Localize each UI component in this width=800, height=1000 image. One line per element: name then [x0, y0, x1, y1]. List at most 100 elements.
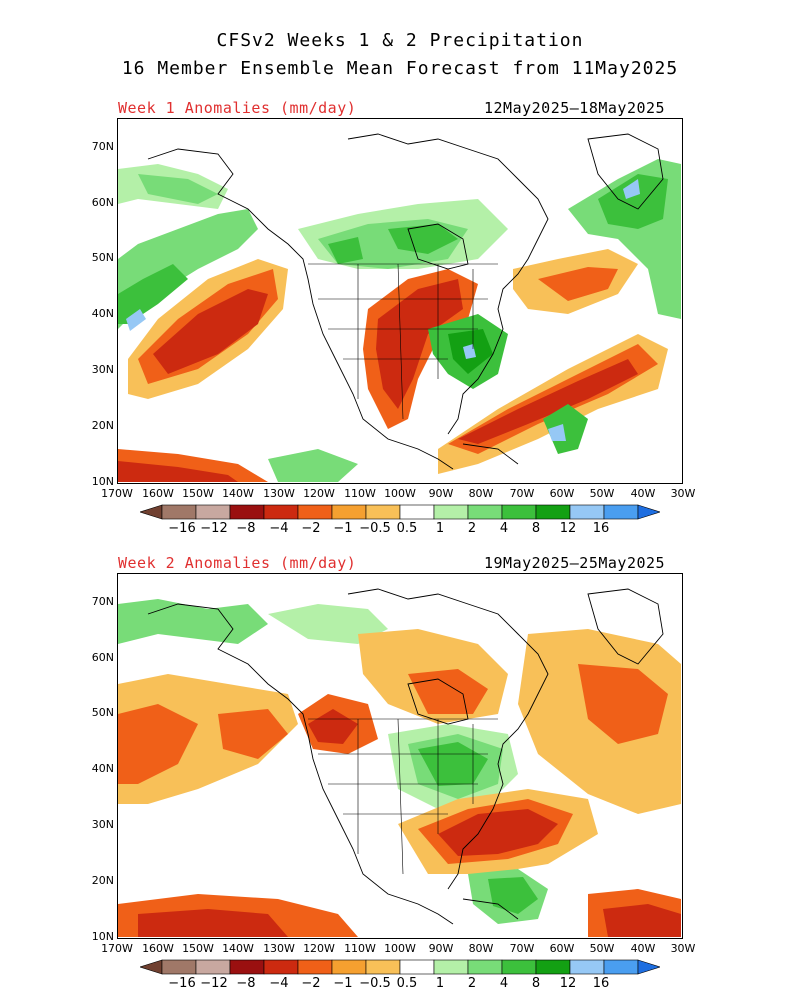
dry-blob [538, 267, 618, 301]
legend-swatch [603, 959, 639, 975]
lon-tick: 80W [468, 487, 494, 500]
legend-swatch [467, 959, 503, 975]
wet-blob [118, 264, 188, 324]
legend-label: 4 [499, 521, 509, 536]
wet-blob [488, 877, 538, 914]
week1-anomaly-field [118, 133, 681, 482]
legend-label: 0.5 [396, 521, 418, 536]
lon-tick: 110W [344, 487, 376, 500]
legend-swatch [263, 959, 299, 975]
lon-tick: 80W [468, 942, 494, 955]
legend-label: −4 [269, 521, 289, 536]
lon-tick: 130W [263, 942, 295, 955]
panel2-label: Week 2 Anomalies (mm/day) [118, 554, 357, 572]
lon-tick: 70W [509, 942, 535, 955]
lon-tick: 30W [670, 942, 696, 955]
wet-blob [623, 179, 640, 199]
legend-swatch [263, 504, 299, 520]
lat-tick: 20N [91, 874, 114, 887]
lon-tick: 150W [182, 942, 214, 955]
legend-swatch [297, 504, 333, 520]
legend-swatch [229, 959, 265, 975]
lat-tick: 30N [91, 363, 114, 376]
lat-tick: 60N [91, 651, 114, 664]
wet-blob [388, 224, 458, 254]
lon-tick: 90W [428, 942, 454, 955]
legend-swatch [569, 959, 605, 975]
panel2-dates: 19May2025–25May2025 [484, 554, 666, 572]
legend-label: −16 [168, 521, 196, 536]
legend-swatch [399, 504, 435, 520]
lat-tick: 50N [91, 251, 114, 264]
dry-blob [218, 709, 288, 759]
dry-blob [458, 359, 638, 444]
lat-tick: 10N [91, 475, 114, 488]
lon-tick: 120W [303, 487, 335, 500]
lon-tick: 170W [101, 487, 133, 500]
legend-swatch-high [637, 504, 660, 520]
us-state-borders [308, 263, 498, 420]
legend-swatch [195, 959, 231, 975]
lon-tick: 40W [630, 942, 656, 955]
legend-label: 1 [435, 976, 445, 991]
week1-legend-bar [140, 504, 660, 520]
wet-blob [138, 174, 218, 204]
legend-swatch [535, 504, 571, 520]
lat-tick: 30N [91, 818, 114, 831]
week2-legend [140, 957, 660, 977]
lon-tick: 140W [222, 942, 254, 955]
legend-label: −8 [236, 521, 256, 536]
week2-legend-bar [140, 959, 660, 975]
lat-tick: 70N [91, 595, 114, 608]
legend-label: 8 [531, 976, 541, 991]
lat-tick: 10N [91, 930, 114, 943]
lon-tick: 110W [344, 942, 376, 955]
legend-swatch-low [140, 504, 163, 520]
legend-label: −1 [333, 976, 353, 991]
lon-tick: 50W [589, 942, 615, 955]
legend-label: −1 [333, 521, 353, 536]
legend-swatch-high [637, 959, 660, 975]
lon-tick: 100W [384, 487, 416, 500]
title-line-1: CFSv2 Weeks 1 & 2 Precipitation [216, 30, 584, 51]
dry-blob [118, 704, 198, 784]
wet-blob [548, 424, 566, 441]
legend-label: 16 [592, 521, 610, 536]
legend-label: 2 [467, 521, 477, 536]
lon-tick: 160W [142, 942, 174, 955]
lon-tick: 160W [142, 487, 174, 500]
week1-map [117, 118, 683, 484]
lon-tick: 40W [630, 487, 656, 500]
us-state-borders [308, 718, 498, 875]
legend-swatch [501, 504, 537, 520]
legend-label: 12 [559, 521, 577, 536]
wet-blob [543, 404, 588, 454]
week2-map [117, 573, 683, 939]
legend-swatch [569, 504, 605, 520]
legend-swatch [331, 504, 367, 520]
legend-swatch [535, 959, 571, 975]
legend-label: 16 [592, 976, 610, 991]
legend-swatch [501, 959, 537, 975]
wet-blob [418, 742, 488, 786]
wet-blob [126, 309, 146, 331]
week2-anomaly-blobs [118, 599, 681, 937]
lon-tick: 150W [182, 487, 214, 500]
wet-blob [268, 449, 358, 482]
lon-tick: 100W [384, 942, 416, 955]
panel1-dates: 12May2025–18May2025 [484, 99, 666, 117]
lon-tick: 130W [263, 487, 295, 500]
legend-swatch [467, 504, 503, 520]
dry-blob [153, 289, 268, 374]
legend-label: −2 [301, 521, 321, 536]
lat-tick: 70N [91, 140, 114, 153]
dry-blob [308, 709, 358, 744]
lon-tick: 60W [549, 487, 575, 500]
lat-tick: 50N [91, 706, 114, 719]
coastlines [147, 588, 664, 925]
legend-label: −0.5 [359, 521, 391, 536]
lat-tick: 20N [91, 419, 114, 432]
legend-swatch [365, 504, 401, 520]
legend-swatch [365, 959, 401, 975]
dry-blob [138, 909, 288, 937]
